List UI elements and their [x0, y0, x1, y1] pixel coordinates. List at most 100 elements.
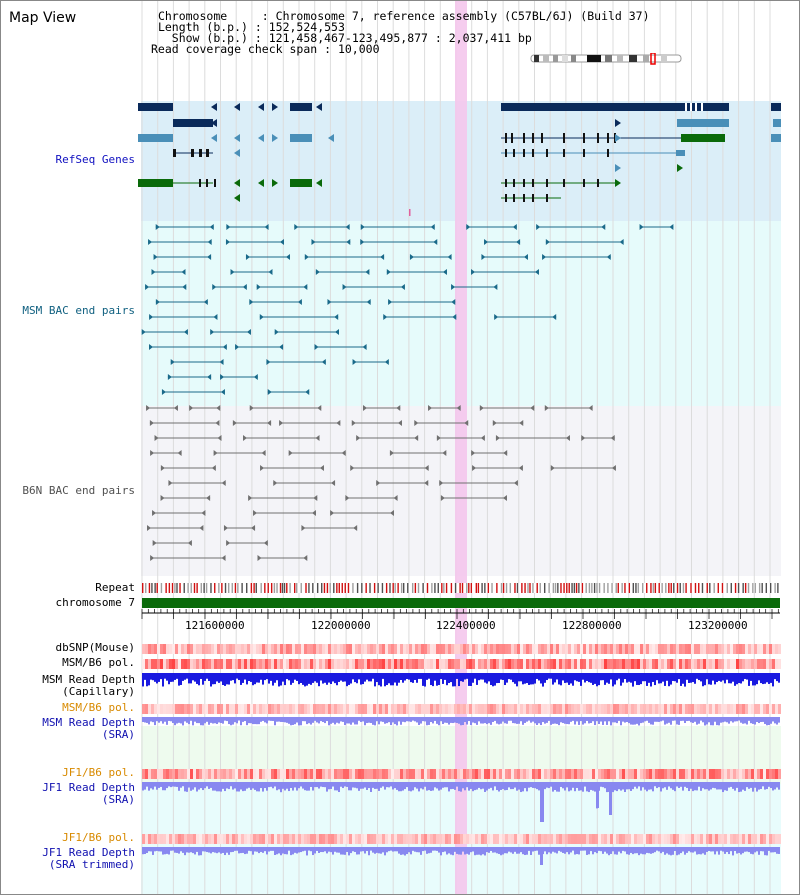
msm-b6-pol-cell: [295, 659, 298, 669]
jf1-b6-pol2-cell: [250, 834, 253, 844]
track-label-chromosome[interactable]: chromosome 7: [55, 596, 135, 609]
msm-depth-cap-bar: [728, 673, 730, 684]
msm-depth-cap-bar: [514, 673, 516, 684]
chromosome-bar: [142, 598, 780, 608]
msm-depth-sra-bar: [634, 717, 636, 725]
msm-b6-pol-cell: [640, 659, 643, 669]
jf1-b6-pol2-cell: [487, 834, 490, 844]
msm-b6-pol2-cell: [217, 704, 220, 714]
msm-depth-sra-bar: [156, 717, 158, 722]
msm-bac-pair-end: [493, 284, 498, 290]
jf1-depth-trim-bar: [250, 847, 252, 852]
msm-b6-pol2-cell: [445, 704, 448, 714]
jf1-depth-sra-bar: [152, 782, 154, 790]
repeat-element: [690, 583, 692, 593]
dbsnp-cell: [169, 644, 172, 654]
jf1-depth-trim-bar: [226, 847, 228, 853]
jf1-depth-trim-bar: [288, 847, 290, 851]
dbsnp-cell: [523, 644, 526, 654]
msm-bac-pair-end: [274, 329, 279, 335]
jf1-depth-sra-bar: [374, 782, 376, 789]
ideogram-position-marker: [650, 53, 656, 65]
track-label-repeat[interactable]: Repeat: [95, 581, 135, 594]
msm-depth-cap-bar: [432, 673, 434, 687]
track-label-jf1-depth-trimmed[interactable]: JF1 Read Depth (SRA trimmed): [1, 847, 135, 871]
jf1-depth-trim-bar: [656, 847, 658, 851]
msm-depth-cap-bar: [188, 673, 190, 684]
msm-depth-cap-bar: [388, 673, 390, 684]
jf1-b6-pol2-cell: [631, 834, 634, 844]
msm-depth-cap-bar: [318, 673, 320, 687]
track-label-refseq[interactable]: RefSeq Genes: [55, 153, 135, 166]
track-label-msm-depth-sra[interactable]: MSM Read Depth (SRA): [1, 717, 135, 741]
jf1-b6-pol2-cell: [397, 834, 400, 844]
track-label-b6n-bac[interactable]: B6N BAC end pairs: [22, 484, 135, 497]
jf1-depth-sra-bar: [222, 782, 224, 789]
msm-bac-pair-end: [279, 239, 284, 245]
msm-depth-cap-bar: [292, 673, 294, 683]
jf1-depth-sra-bar: [734, 782, 736, 791]
jf1-depth-trim-bar: [184, 847, 186, 856]
msm-b6-pol-cell: [262, 659, 265, 669]
jf1-depth-trim-bar: [276, 847, 278, 855]
b6n-bac-pair-end: [331, 480, 336, 486]
jf1-depth-sra-bar: [516, 782, 518, 791]
track-label-jf1-depth-sra[interactable]: JF1 Read Depth (SRA): [1, 782, 135, 806]
jf1-depth-sra-bar: [474, 782, 476, 791]
dbsnp-cell: [400, 644, 403, 654]
jf1-depth-sra-bar: [316, 782, 318, 788]
msm-b6-pol-cell: [682, 659, 685, 669]
jf1-b6-pol2-cell: [406, 834, 409, 844]
msm-depth-cap-bar: [314, 673, 316, 682]
msm-bac-pair-end: [523, 254, 528, 260]
b6n-bac-pair-end: [611, 465, 616, 471]
msm-depth-cap-bar: [338, 673, 340, 682]
msm-b6-pol2-cell: [436, 704, 439, 714]
chromosome-ideogram[interactable]: [529, 53, 685, 65]
jf1-depth-trim-bar: [272, 847, 274, 851]
msm-b6-pol-cell: [271, 659, 274, 669]
msm-b6-pol2-cell: [286, 704, 289, 714]
dbsnp-cell: [598, 644, 601, 654]
jf1-depth-sra-bar: [612, 782, 614, 793]
track-label-jf1-b6-pol[interactable]: JF1/B6 pol.: [62, 766, 135, 779]
msm-bac-pair-end: [145, 284, 150, 290]
msm-b6-pol-cell: [670, 659, 673, 669]
exon: [523, 133, 525, 143]
jf1-depth-trim-bar: [506, 847, 508, 854]
gene-arrow: [258, 103, 264, 111]
msm-b6-pol2-cell: [220, 704, 223, 714]
jf1-b6-pol-cell: [316, 769, 319, 779]
dbsnp-cell: [418, 644, 421, 654]
msm-b6-pol2-cell: [670, 704, 673, 714]
jf1-depth-sra-bar: [640, 782, 642, 791]
dbsnp-cell: [262, 644, 265, 654]
dbsnp-cell: [202, 644, 205, 654]
msm-b6-pol2-cell: [427, 704, 430, 714]
jf1-b6-pol2-cell: [157, 834, 160, 844]
track-label-jf1-b6-pol-2[interactable]: JF1/B6 pol.: [62, 831, 135, 844]
jf1-depth-sra-bar: [532, 782, 534, 788]
repeat-element: [179, 583, 181, 593]
msm-depth-cap-bar: [718, 673, 720, 681]
msm-depth-cap-bar: [644, 673, 646, 682]
msm-depth-cap-bar: [510, 673, 512, 680]
track-label-msm-bac[interactable]: MSM BAC end pairs: [22, 304, 135, 317]
msm-depth-cap-bar: [578, 673, 580, 682]
jf1-b6-pol2-cell: [193, 834, 196, 844]
msm-b6-pol2-cell: [640, 704, 643, 714]
jf1-depth-trim-bar: [206, 847, 208, 853]
msm-depth-sra-bar: [344, 717, 346, 726]
track-label-dbsnp[interactable]: dbSNP(Mouse): [55, 641, 135, 654]
jf1-b6-pol-cell: [739, 769, 742, 779]
msm-b6-pol2-cell: [280, 704, 283, 714]
jf1-depth-trim-bar: [594, 847, 596, 853]
track-label-msm-b6-pol[interactable]: MSM/B6 pol.: [62, 656, 135, 669]
jf1-depth-sra-bar: [736, 782, 738, 788]
track-label-msm-b6-pol-2[interactable]: MSM/B6 pol.: [62, 701, 135, 714]
jf1-depth-sra-bar: [226, 782, 228, 789]
msm-depth-sra-bar: [268, 717, 270, 721]
track-label-msm-depth-capillary[interactable]: MSM Read Depth (Capillary): [1, 674, 135, 698]
repeat-element: [273, 583, 276, 593]
